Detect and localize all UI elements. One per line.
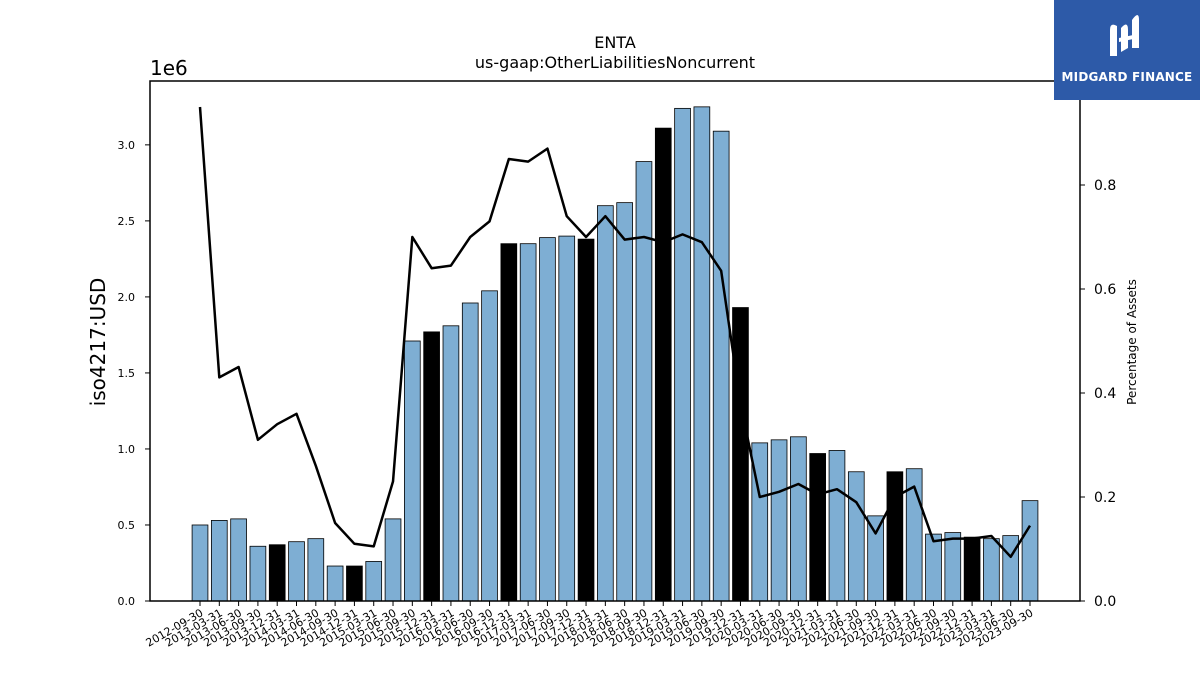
bar-2019-03-31 [674,107,691,602]
bar-2019-12-31 [732,307,749,602]
bar-2022-12-31 [963,536,981,602]
bar-2016-06-30 [461,302,479,602]
y-tick-label: 1.0 [118,443,136,456]
bar-2014-03-31 [288,541,305,602]
bar-2014-09-30 [326,565,344,602]
bar-2018-03-31 [597,205,614,602]
y2-tick-label: 0.6 [1094,282,1116,298]
bar-2014-12-31 [346,565,363,602]
bar-2015-09-30 [404,340,421,602]
bar-2020-06-30 [770,439,788,602]
bar-2013-06-30 [230,518,247,602]
bar-2021-06-30 [847,471,865,602]
bar-2017-03-31 [519,243,537,602]
ratio-line [198,106,1032,559]
midgard-finance-logo: MIDGARD FINANCE [1054,0,1200,100]
chart-title: ENTA [594,33,636,52]
bar-2016-09-30 [481,290,498,602]
y-axis-label: iso4217:USD [86,278,110,407]
y2-tick-label: 0.0 [1094,594,1116,610]
bar-2023-06-30 [1002,535,1020,602]
bar-2021-12-31 [886,471,904,602]
bar-2014-06-30 [307,538,325,602]
bar-2020-12-31 [809,453,826,602]
bar-2018-12-31 [654,127,672,602]
y-axis-ticks: 0.0 0.5 1.0 1.5 2.0 2.5 3.0 [118,139,150,608]
y-tick-label: 3.0 [118,139,136,152]
bar-2021-09-30 [867,515,884,602]
bar-2022-06-30 [925,533,942,602]
y-axis-multiplier: 1e6 [150,56,188,80]
mf-monogram-icon [1110,15,1139,56]
bar-2021-03-31 [828,450,846,602]
y2-tick-label: 0.4 [1094,386,1116,402]
y-tick-label: 0.5 [118,519,136,532]
chart-subtitle: us-gaap:OtherLiabilitiesNoncurrent [475,53,755,72]
bar-2018-06-30 [616,202,633,602]
bar-2016-03-31 [442,325,460,602]
bar-2015-06-30 [384,518,402,602]
bar-2015-03-31 [365,561,383,602]
y2-tick-label: 0.2 [1094,490,1116,506]
y-tick-label: 2.0 [118,291,136,304]
y2-axis-ticks: 0.0 0.2 0.4 0.6 0.8 [1080,178,1116,610]
bar-2022-09-30 [944,532,962,602]
bar-2018-09-30 [635,161,653,602]
ratio-line-series [198,106,1032,559]
bar-2017-06-30 [539,237,556,602]
y-tick-label: 1.5 [118,367,136,380]
bar-2020-09-30 [790,436,807,602]
bar-2017-09-30 [558,235,576,602]
plot-frame [149,80,1081,602]
logo-text: MIDGARD FINANCE [1061,70,1193,84]
bar-2017-12-31 [577,238,595,602]
bar-2016-12-31 [500,243,518,602]
y-tick-label: 2.5 [118,215,136,228]
bar-2023-03-31 [983,538,1000,602]
y2-tick-label: 0.8 [1094,178,1116,194]
bar-2012-09-30 [191,524,209,602]
bar-2023-09-30 [1021,500,1039,602]
y2-axis-label: Percentage of Assets [1125,279,1139,405]
bar-2019-09-30 [712,130,730,602]
bar-series [191,106,1039,602]
bar-2013-12-31 [268,544,286,602]
x-axis-ticks: 2012-09-302013-03-312013-06-302013-09-30… [144,601,1036,650]
y-tick-label: 0.0 [118,595,136,608]
bar-2019-06-30 [693,106,711,602]
bar-2013-09-30 [249,545,267,602]
bar-2013-03-31 [210,520,228,602]
bar-2015-12-31 [423,331,440,602]
